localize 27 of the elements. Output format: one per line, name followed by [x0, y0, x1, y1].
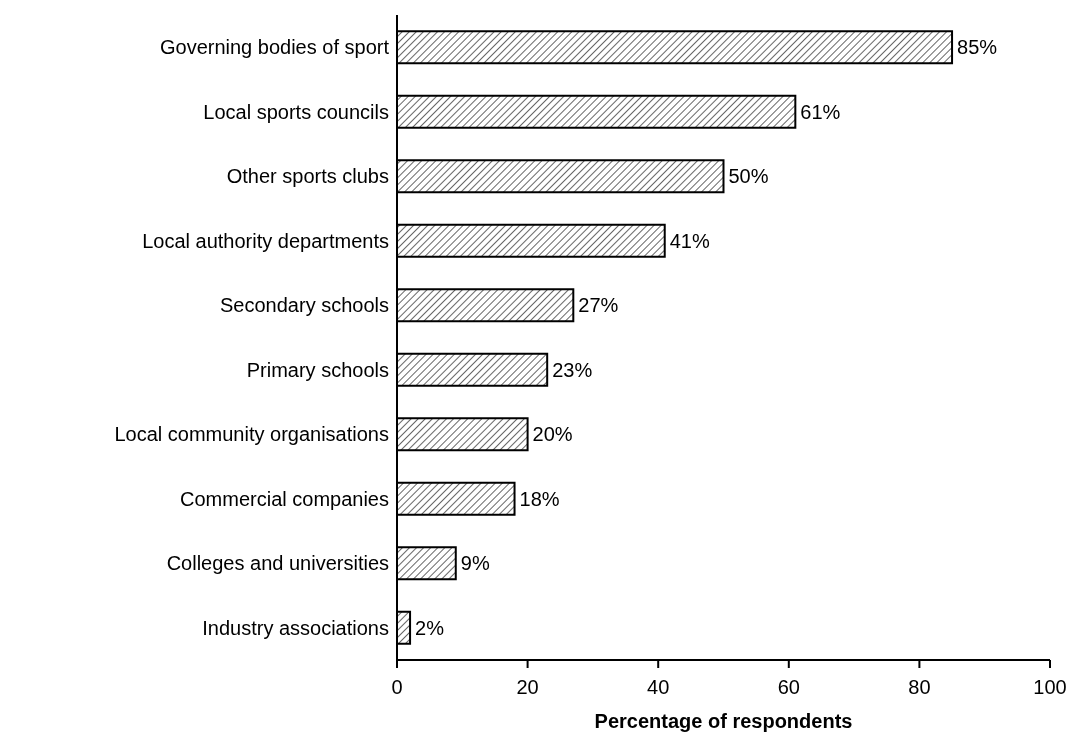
- y-tick-label: Primary schools: [246, 358, 389, 381]
- data-label: 9%: [460, 552, 490, 575]
- y-tick-label: Industry associations: [202, 616, 389, 639]
- x-tick-label: 100: [1033, 676, 1067, 699]
- y-tick-label: Local authority departments: [142, 229, 389, 252]
- data-label: 18%: [519, 487, 560, 510]
- data-label: 20%: [532, 423, 573, 446]
- data-label: 23%: [552, 358, 593, 381]
- x-axis-title: Percentage of respondents: [594, 710, 853, 732]
- x-tick-label: 60: [777, 676, 800, 699]
- x-tick-label: 80: [908, 676, 931, 699]
- y-tick-label: Governing bodies of sport: [159, 36, 390, 59]
- y-tick-label: Colleges and universities: [166, 552, 389, 575]
- data-label: 41%: [669, 229, 710, 252]
- data-label: 27%: [578, 294, 619, 317]
- x-tick-label: 0: [391, 676, 403, 699]
- data-label: 50%: [728, 165, 769, 188]
- y-tick-label: Other sports clubs: [226, 165, 389, 188]
- data-label: 2%: [415, 616, 445, 639]
- y-tick-label: Local sports councils: [203, 100, 389, 123]
- y-tick-label: Commercial companies: [180, 487, 389, 510]
- y-tick-label: Secondary schools: [220, 294, 389, 317]
- x-tick-label: 20: [516, 676, 539, 699]
- data-label: 85%: [957, 36, 998, 59]
- y-tick-label: Local community organisations: [114, 423, 389, 446]
- data-label: 61%: [800, 100, 841, 123]
- x-tick-label: 40: [647, 676, 670, 699]
